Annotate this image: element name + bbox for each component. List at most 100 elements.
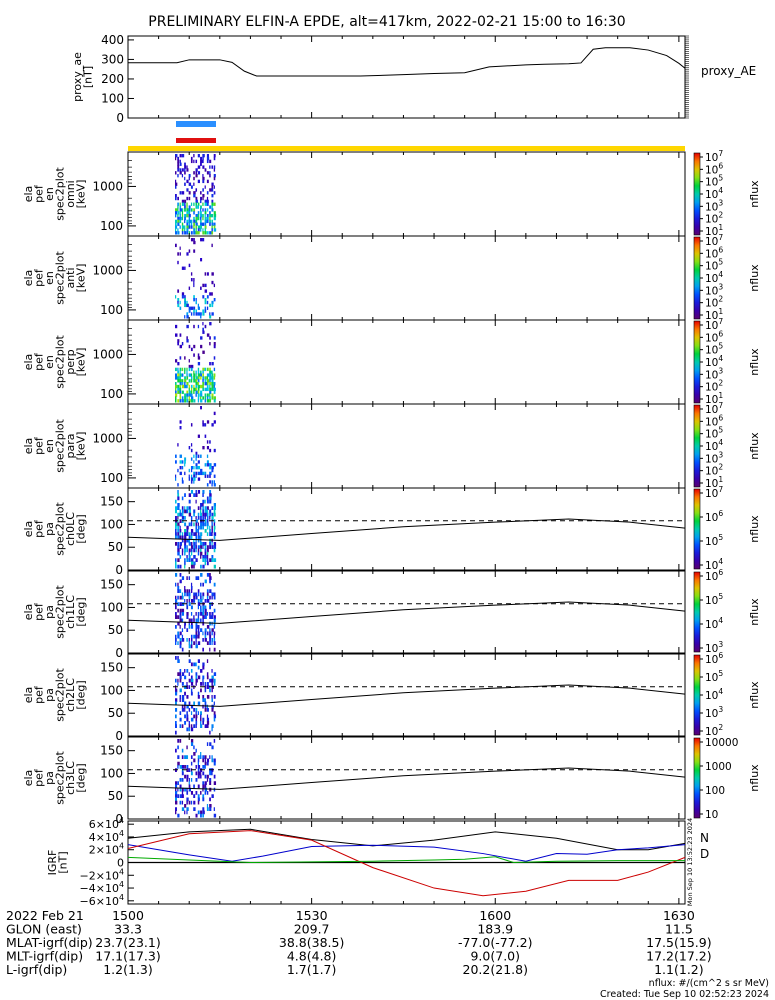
spectra-perp-pixel [202, 370, 204, 374]
pitch-ch0LC-pixel [175, 564, 177, 569]
spectra-para-colorbar-ticklabel-exp: 5 [718, 426, 723, 435]
pitch-ch3LC-pixel [204, 755, 207, 759]
pitch-ch3LC-pixel [213, 758, 216, 763]
pitch-ch0LC-pixel [200, 548, 202, 553]
pitch-ch0LC-pixel [195, 519, 198, 523]
spectra-perp-pixel [197, 387, 200, 392]
pitch-ch3LC-pixel [188, 768, 191, 772]
spectra-perp-pixel [181, 373, 184, 377]
pitch-ch1LC-pixel [204, 634, 207, 639]
spectra-omni-pixel [213, 168, 216, 172]
pitch-ch3LC-ylabel-line: ela [22, 770, 35, 787]
spectra-perp-pixel [184, 356, 186, 360]
pitch-ch1LC-pixel [175, 573, 178, 577]
pitch-ch1LC-pixel [186, 599, 188, 603]
pitch-ch0LC-pixel [190, 490, 194, 494]
spectra-omni-pixel [188, 176, 190, 181]
spectra-para-pixel [195, 471, 198, 476]
pitch-ch0LC-yticklabel: 150 [100, 495, 123, 509]
spectra-perp-pixel [177, 370, 180, 374]
pitch-ch3LC-pixel [177, 765, 179, 769]
spectra-anti-pixel [181, 292, 185, 296]
spectra-anti-pixel [193, 306, 196, 310]
spectra-omni-pixel [193, 191, 196, 195]
pitch-ch3LC-pixel [181, 807, 185, 811]
pitch-ch2LC-pixel [202, 698, 205, 702]
pitch-ch0LC-pixel [179, 509, 182, 514]
spectra-perp-yticklabel: 1000 [92, 347, 123, 361]
pitch-ch3LC-pixel [181, 794, 184, 798]
spectra-omni-pixel [188, 216, 191, 221]
pitch-ch3LC-yticklabel: 100 [100, 766, 123, 780]
pitch-ch0LC-pixel [179, 529, 182, 533]
pitch-ch1LC-pixel [211, 628, 214, 632]
spectra-omni-pixel [213, 191, 216, 195]
spectra-anti-colorbar-ticklabel-exp: 3 [718, 282, 723, 291]
spectra-perp-pixel [213, 399, 216, 403]
spectra-perp-pixel [175, 382, 177, 386]
spectra-omni-pixel [206, 196, 209, 201]
pitch-ch2LC-pixel [206, 675, 209, 680]
pitch-ch3LC-pixel [188, 800, 191, 805]
pitch-ch3LC-ylabel-line: pef [32, 768, 45, 787]
spectra-perp-pixel [179, 390, 182, 394]
pitch-ch0LC-pixel [190, 542, 193, 546]
pitch-ch1LC-pixel [213, 615, 216, 619]
pitch-ch0LC-pixel [209, 545, 212, 549]
footer-row-value: 23.7(23.1) [95, 935, 160, 950]
pitch-ch0LC-pixel [181, 532, 184, 536]
pitch-ch0LC-pixel [202, 499, 205, 504]
pitch-ch2LC-pixel [213, 717, 216, 722]
pitch-ch3LC-pixel [209, 804, 212, 808]
spectra-omni-pixel [204, 168, 207, 172]
spectra-para-pixel [179, 420, 182, 424]
spectra-para-pixel [211, 466, 214, 470]
spectra-perp-pixel [190, 393, 193, 397]
spectra-omni-pixel [190, 208, 193, 212]
spectra-omni-pixel [209, 205, 212, 209]
spectra-perp-pixel [175, 387, 177, 392]
pitch-ch0LC-colorbar-ticklabel-exp: 4 [718, 557, 723, 566]
pitch-ch0LC-pixel [209, 509, 212, 514]
spectra-omni-pixel [193, 208, 196, 212]
pitch-ch2LC-pixel [179, 711, 182, 715]
spectra-para-pixel [209, 474, 211, 478]
pitch-ch2LC-pixel [184, 691, 186, 696]
spectra-anti-pixel [188, 286, 191, 290]
pitch-ch2LC-pixel [195, 672, 198, 676]
pitch-ch0LC-pixel [181, 512, 184, 517]
pitch-ch2LC-pixel [213, 701, 215, 706]
spectra-anti-pixel [186, 300, 188, 305]
spectra-perp-pixel [204, 376, 207, 380]
pitch-ch0LC-colorbar-ticklabel-base: 10 [705, 512, 718, 524]
pitch-ch0LC-pixel [204, 516, 206, 520]
spectra-omni-pixel [211, 165, 213, 169]
plot-title: PRELIMINARY ELFIN-A EPDE, alt=417km, 202… [148, 14, 625, 30]
pitch-ch0LC-pixel [195, 525, 197, 530]
spectra-perp-pixel [213, 376, 216, 380]
pitch-ch0LC-colorbar-ticklabel-base: 10 [705, 488, 718, 500]
pitch-ch2LC-pixel [197, 691, 200, 696]
spectra-para-pixel [204, 423, 207, 427]
spectra-perp-pixel [193, 370, 195, 374]
spectra-anti-pixel [209, 303, 211, 308]
igrf-series-0 [127, 828, 686, 851]
spectra-anti-pixel [200, 258, 203, 262]
spectra-perp-pixel [200, 399, 203, 403]
spectra-anti-pixel [206, 306, 209, 310]
pitch-ch1LC-pixel [204, 599, 207, 603]
spectra-perp-pixel [193, 324, 195, 329]
pitch-ch0LC-pixel [190, 564, 194, 569]
spectra-perp-pixel [175, 399, 177, 403]
spectra-omni-pixel [193, 222, 195, 226]
pitch-ch0LC-pixel [200, 506, 202, 510]
spectra-perp-colorbar-ticklabel: 107 [705, 317, 723, 332]
pitch-ch1LC-pixel [177, 641, 179, 645]
spectra-perp-pixel [177, 373, 180, 377]
spectra-anti-pixel [206, 300, 209, 305]
pitch-ch0LC-pixel [209, 558, 212, 562]
spectra-omni-pixel [204, 214, 206, 218]
pitch-ch3LC-pixel [202, 813, 204, 818]
pitch-ch0LC-pixel [177, 512, 180, 517]
